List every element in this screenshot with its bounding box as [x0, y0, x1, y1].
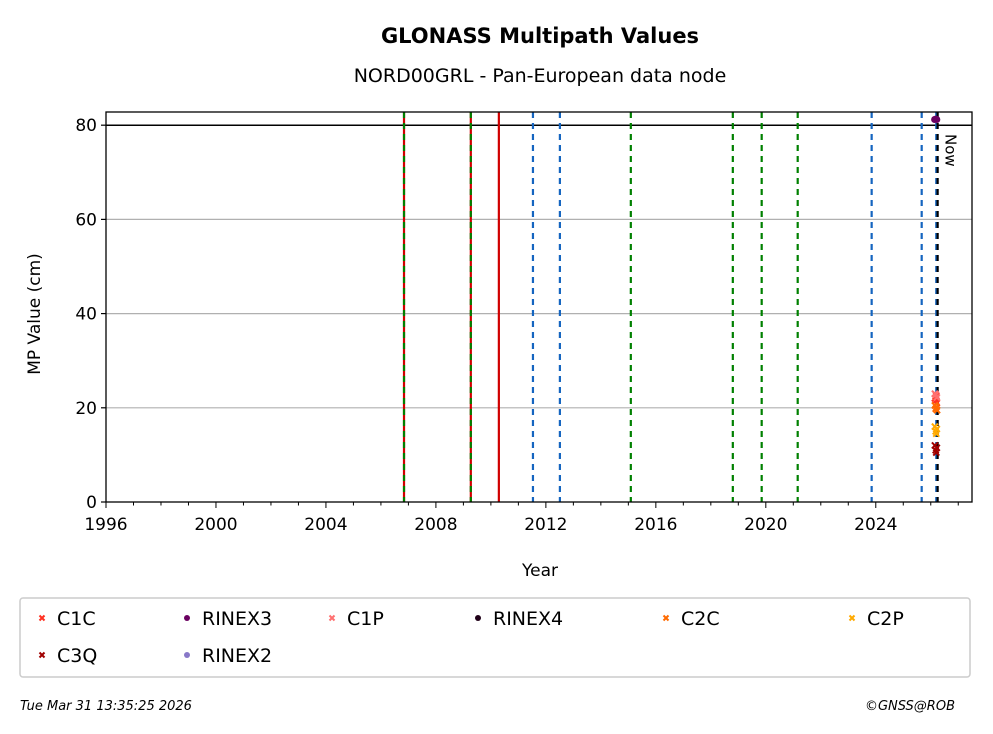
legend-marker-c1c: [38, 614, 46, 622]
data-point-rinex3: [933, 116, 941, 124]
y-tick-label: 0: [86, 493, 97, 513]
x-tick-label: 2016: [634, 515, 677, 535]
legend-label-rinex2: RINEX2: [202, 645, 272, 667]
x-tick-label: 2020: [744, 515, 787, 535]
y-tick-label: 60: [75, 210, 97, 230]
legend: C1C C1P C2C C2P C3Q RINEX2 RINEX3 RINEX4: [38, 608, 904, 667]
data-points: [931, 115, 941, 457]
x-tick-label: 2008: [414, 515, 457, 535]
footer-timestamp: Tue Mar 31 13:35:25 2026: [20, 699, 192, 714]
y-tick-label: 40: [75, 305, 97, 325]
data-point-c2c: [933, 406, 941, 414]
plot-frame: [105, 111, 973, 503]
x-axis-label: Year: [521, 561, 558, 581]
legend-marker-rinex4: [475, 615, 481, 621]
x-tick-label: 2004: [304, 515, 347, 535]
chart-title: GLONASS Multipath Values: [381, 24, 699, 48]
legend-label-rinex4: RINEX4: [493, 608, 563, 630]
legend-label-c2c: C2C: [681, 608, 720, 630]
legend-box: [19, 597, 971, 678]
y-tick-label: 80: [75, 116, 97, 136]
data-point-c3q: [933, 444, 941, 452]
x-tick-label: 2012: [524, 515, 567, 535]
data-point-c1p: [933, 393, 941, 402]
axis-ticks: 0 20 40 60 80 1996 2000 2004 2008 2012 2016 2020 202…: [75, 116, 959, 535]
legend-label-c1p: C1P: [347, 608, 384, 630]
legend-marker-c1p: [328, 614, 336, 622]
legend-marker-c3q: [38, 651, 46, 659]
legend-marker-c2c: [662, 614, 670, 622]
legend-label-rinex3: RINEX3: [202, 608, 272, 630]
x-tick-label: 2024: [854, 515, 897, 535]
now-label: Now: [942, 134, 960, 167]
footer-copyright: ©GNSS@ROB: [865, 699, 955, 714]
y-axis-label: MP Value (cm): [25, 253, 45, 375]
legend-label-c2p: C2P: [867, 608, 904, 630]
data-point-c2p: [933, 425, 941, 433]
x-tick-label: 1996: [84, 515, 127, 535]
x-tick-label: 2000: [194, 515, 237, 535]
legend-label-c3q: C3Q: [57, 645, 97, 667]
legend-label-c1c: C1C: [57, 608, 96, 630]
legend-marker-c2p: [848, 614, 856, 622]
legend-marker-rinex2: [184, 652, 190, 658]
grid: [106, 124, 972, 409]
legend-marker-rinex3: [184, 615, 190, 621]
chart-subtitle: NORD00GRL - Pan-European data node: [354, 65, 727, 87]
y-tick-label: 20: [75, 399, 97, 419]
event-lines: Now: [402, 112, 960, 502]
